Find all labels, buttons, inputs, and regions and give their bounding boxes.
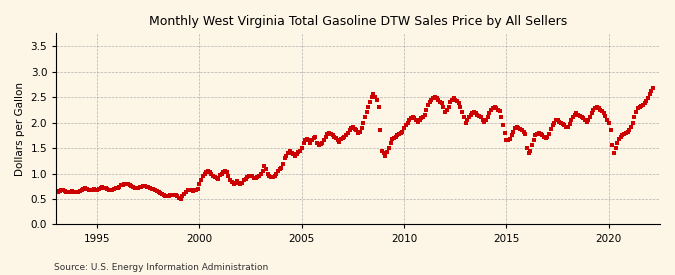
Title: Monthly West Virginia Total Gasoline DTW Sales Price by All Sellers: Monthly West Virginia Total Gasoline DTW…: [149, 15, 567, 28]
Text: Source: U.S. Energy Information Administration: Source: U.S. Energy Information Administ…: [54, 263, 268, 272]
Y-axis label: Dollars per Gallon: Dollars per Gallon: [15, 82, 25, 176]
